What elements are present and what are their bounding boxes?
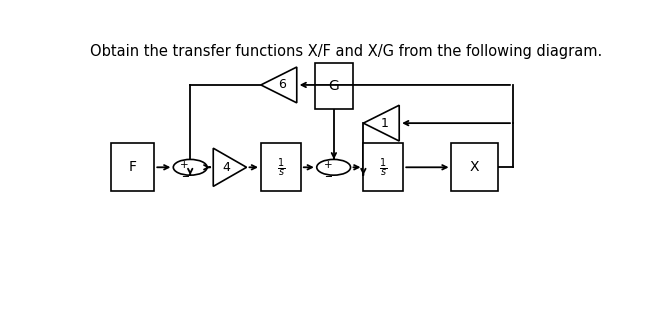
Polygon shape: [364, 105, 399, 141]
Polygon shape: [261, 67, 297, 103]
Bar: [364, 144, 403, 191]
Text: F: F: [129, 160, 137, 174]
Bar: [261, 144, 301, 191]
Circle shape: [317, 159, 350, 175]
Text: +: +: [324, 160, 332, 170]
Text: 6: 6: [278, 78, 286, 91]
Text: 4: 4: [223, 161, 231, 174]
Text: G: G: [329, 79, 339, 93]
Text: +: +: [180, 160, 189, 170]
Bar: [451, 144, 498, 191]
Text: Obtain the transfer functions X/F and X/G from the following diagram.: Obtain the transfer functions X/F and X/…: [91, 44, 603, 59]
Polygon shape: [214, 148, 247, 186]
Text: _: _: [325, 164, 331, 177]
Circle shape: [173, 159, 207, 175]
Bar: [315, 64, 353, 109]
Text: $\frac{1}{s}$: $\frac{1}{s}$: [277, 156, 285, 179]
Text: 1: 1: [381, 117, 389, 130]
Text: $\frac{1}{s}$: $\frac{1}{s}$: [379, 156, 387, 179]
Bar: [111, 144, 155, 191]
Text: X: X: [470, 160, 479, 174]
Text: _: _: [182, 164, 188, 177]
